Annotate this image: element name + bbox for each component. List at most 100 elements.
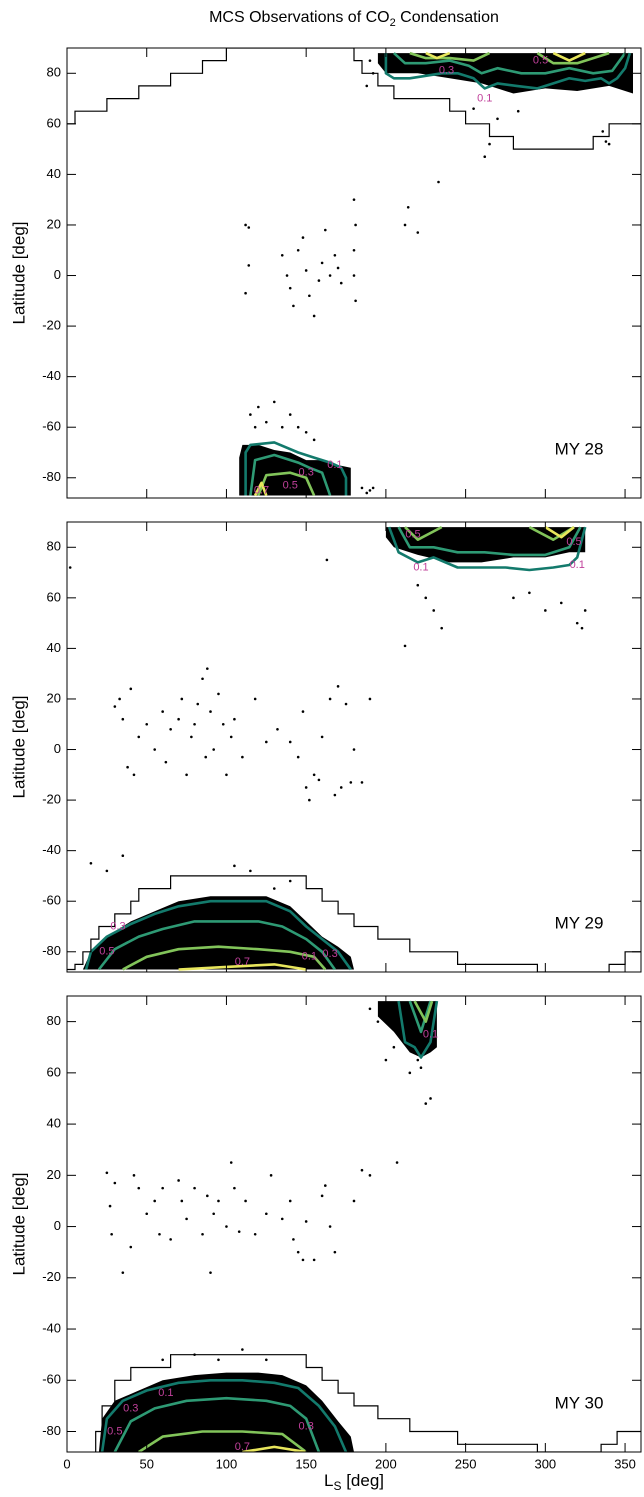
observation-point [354,299,357,303]
observation-point [193,722,196,726]
observation-point [121,1271,125,1274]
contour-label: 0.1 [158,1387,173,1399]
contour [84,526,587,971]
observation-point [395,1161,399,1164]
observation-point [247,226,251,229]
observation-point [126,765,129,769]
observation-point [308,798,311,802]
contour-label: 0.3 [322,948,337,960]
observation-point [269,1174,273,1177]
observation-point [169,1238,172,1241]
observation-point [68,566,72,569]
plot-area [95,1000,641,1452]
observation-point [137,735,141,739]
x-label-text: L [324,1471,333,1490]
observation-point [416,231,420,234]
contour-label: 0.3 [123,1402,138,1414]
observation-point [129,1245,133,1249]
observation-point [483,155,487,159]
contour-label: 0.1 [413,561,428,573]
observation-point [416,1058,420,1062]
observation-point [516,109,520,113]
y-tick-label: 20 [47,216,61,231]
observation-point [296,755,300,759]
observation-point [129,687,133,691]
observation-point [190,735,193,739]
y-tick-label: -60 [42,419,61,434]
contour-label: 0.5 [405,529,420,541]
x-tick-label: 350 [614,1456,636,1471]
observation-point [221,722,225,726]
y-tick-label: 20 [47,1167,61,1182]
observation-point [145,1212,149,1216]
x-label-suffix: [deg] [341,1471,384,1490]
y-tick-label: 0 [54,1218,61,1233]
observation-point [601,130,605,133]
observation-point [392,1045,396,1049]
observation-point [403,644,407,648]
observation-point [365,491,369,495]
observation-point [344,702,348,706]
observation-point [265,1212,268,1216]
observation-point [217,1358,220,1362]
y-tick-label: 80 [47,1013,61,1028]
observation-point [304,1220,308,1223]
observation-point [244,1199,247,1203]
observation-point [185,1217,188,1221]
observation-point [177,1179,180,1182]
title-text: MCS Observations of CO [209,9,390,26]
observation-point [280,254,284,257]
observation-point [328,1225,332,1228]
observation-point [368,489,372,492]
boundary-line [67,875,641,972]
axes-frame [66,521,642,973]
observation-point [180,697,184,701]
observation-point [265,740,268,744]
contour [100,1000,439,1452]
observation-point [365,84,369,88]
observation-point [113,705,117,708]
observation-point [320,1194,324,1198]
y-tick-label: -80 [42,1423,61,1438]
observation-point [253,425,257,429]
observation-point [169,728,172,731]
title-subscript: 2 [390,17,396,29]
observation-point [244,223,247,227]
observation-point [301,236,305,239]
observation-point [217,692,220,696]
observation-point [265,420,268,424]
observation-point [437,180,440,184]
y-tick-label: -40 [42,842,61,857]
observation-point [312,1258,316,1262]
contour-label: 0.3 [439,65,454,77]
observation-point [229,735,233,739]
observation-point [153,1199,156,1203]
contour-label: 0.5 [283,479,298,491]
observation-point [416,583,420,587]
y-tick-label: 0 [54,741,61,756]
observation-point [325,558,329,562]
contour-label: 0.5 [107,1425,122,1437]
observation-point [317,778,321,782]
observation-point [132,773,136,777]
observation-point [209,710,212,713]
observation-point [304,786,308,789]
observation-point [333,793,337,797]
contour-label: 0.5 [533,55,548,67]
axes-frame [66,47,642,499]
observation-point [247,264,251,267]
observation-point [241,755,244,759]
observation-point [177,717,180,721]
contour-label: 0.1 [477,92,492,104]
observation-point [352,198,356,201]
observation-point [158,1232,161,1236]
contour [138,1000,434,1452]
observation-point [308,294,311,298]
observation-point [253,1232,257,1236]
observation-point [161,1186,164,1190]
observation-point [185,773,188,777]
observation-point [336,266,340,270]
contour-label: 0.3 [299,467,314,479]
y-tick-label: -80 [42,469,61,484]
observation-point [324,1184,327,1187]
